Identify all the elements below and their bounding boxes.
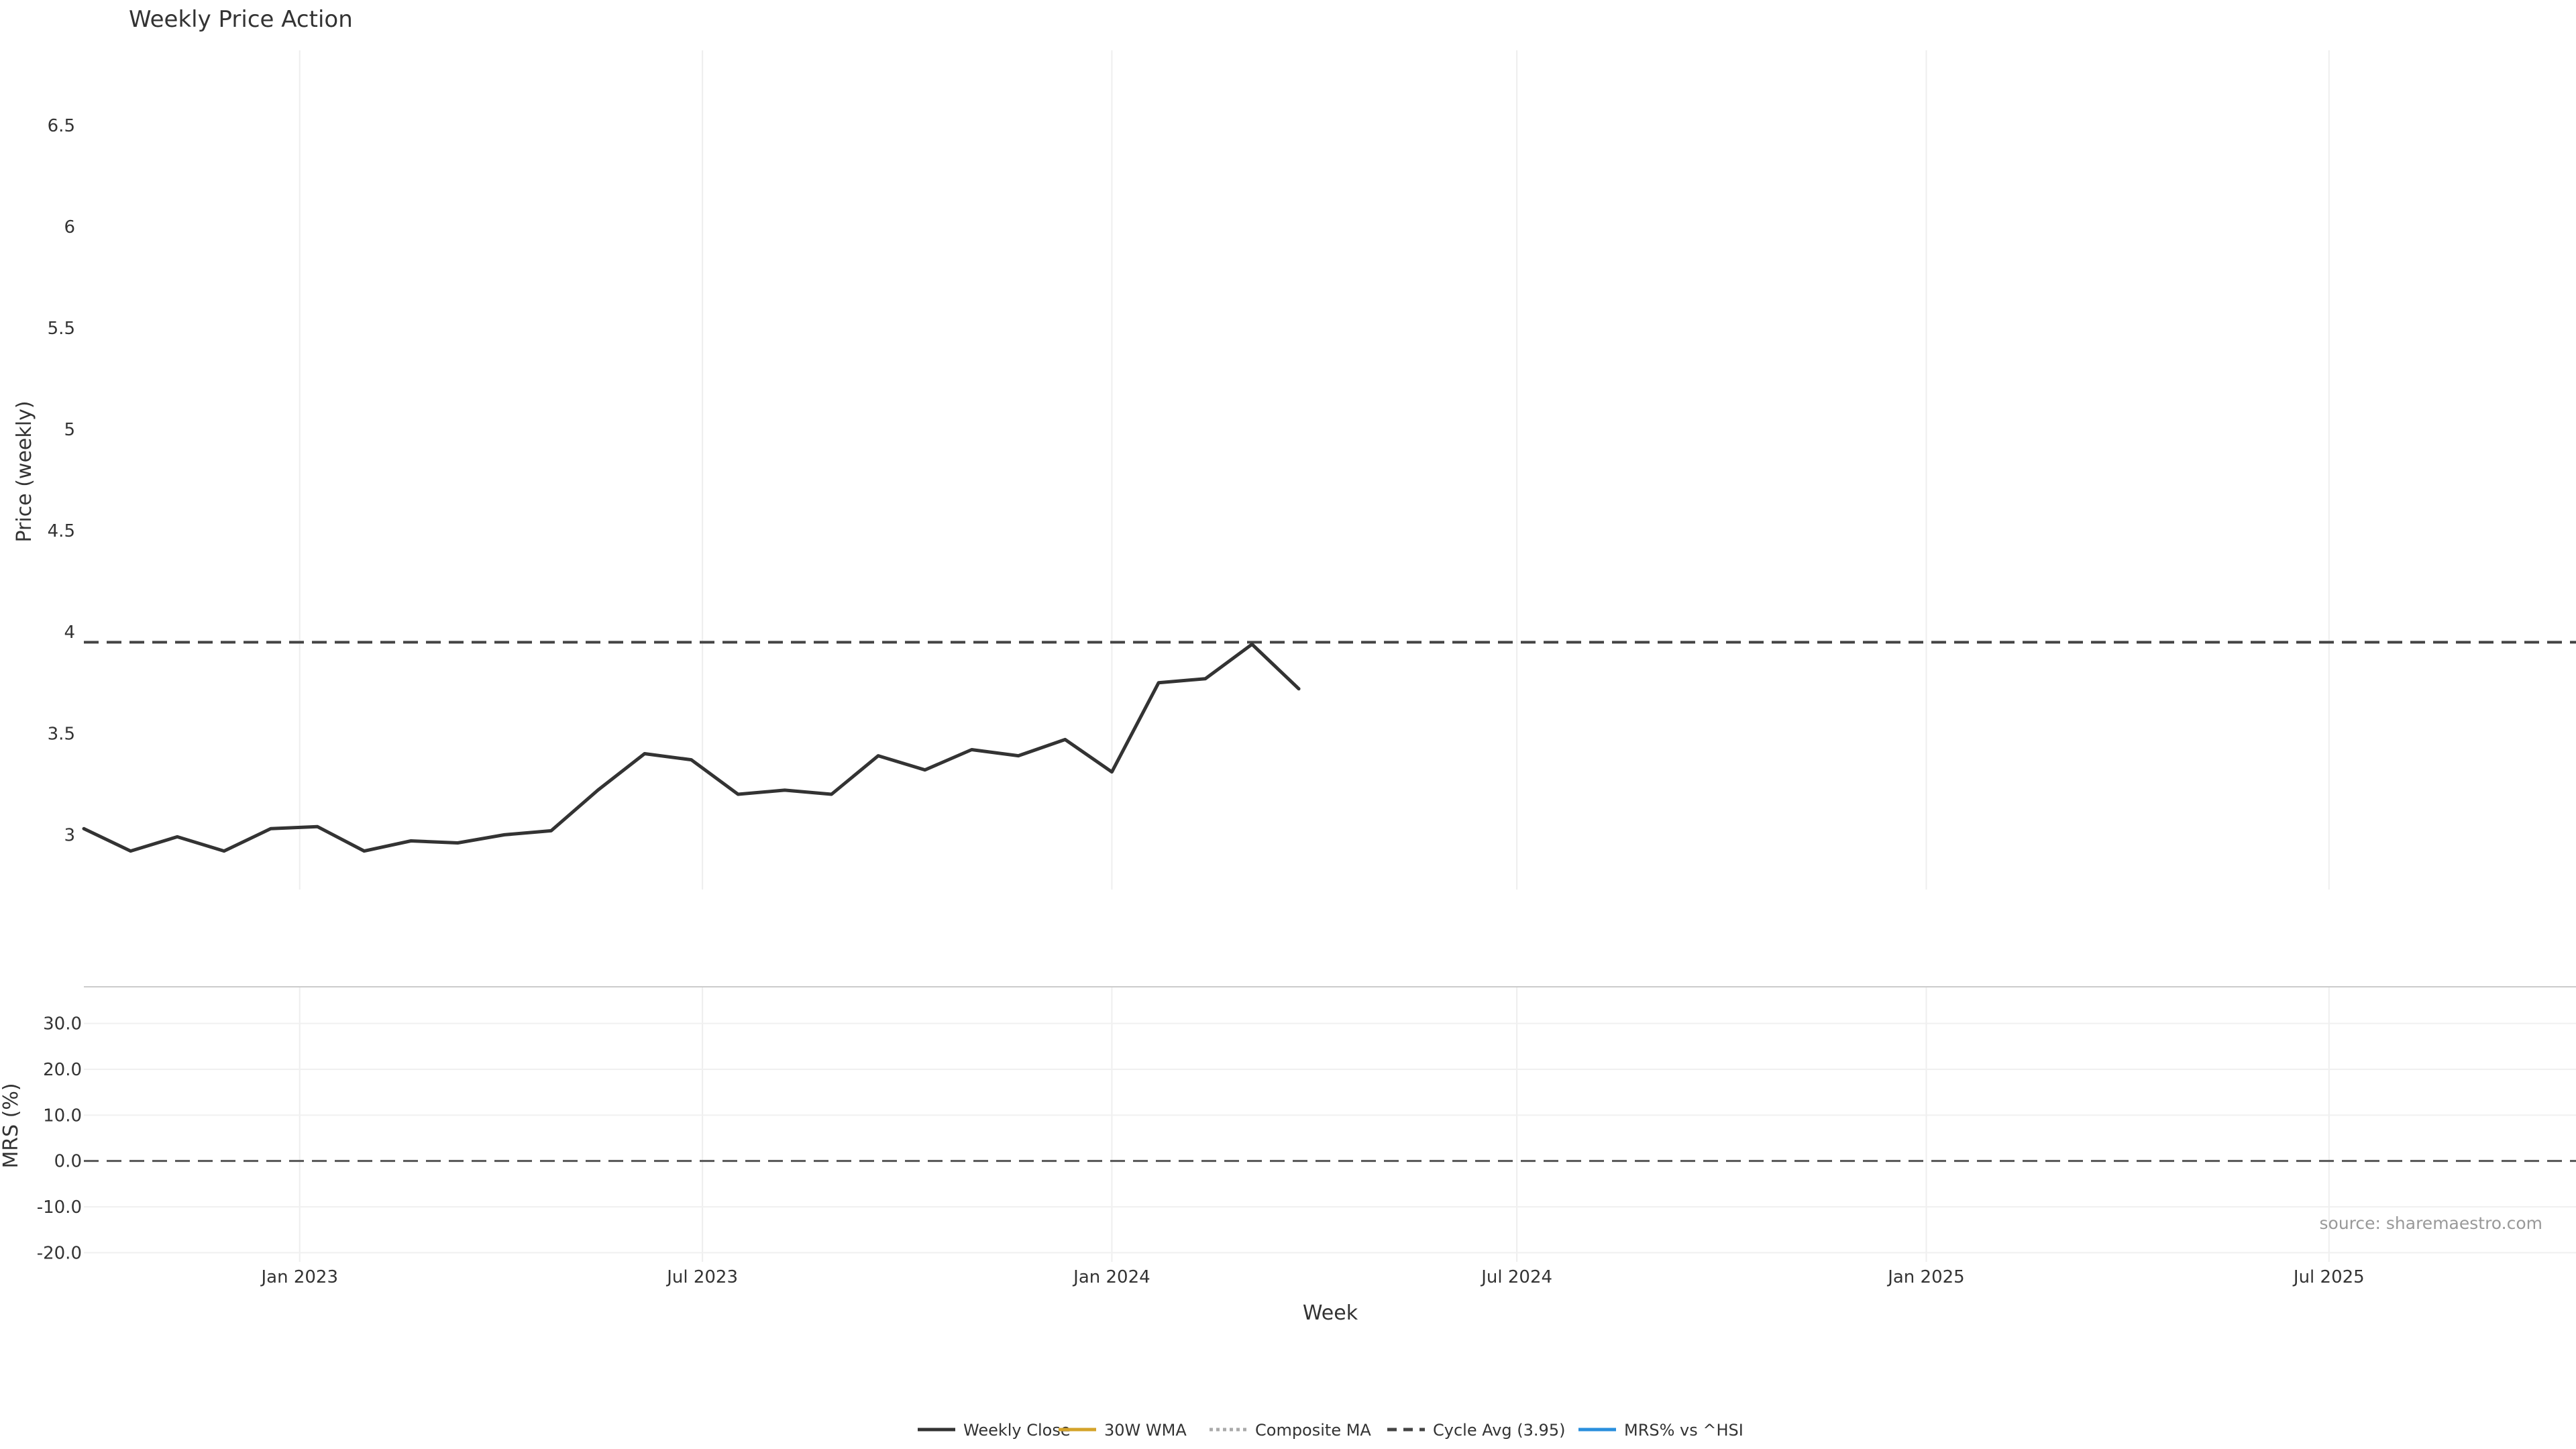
mrs-y-tick-label: 20.0 — [43, 1060, 82, 1080]
x-tick-label: Jan 2025 — [1886, 1267, 1965, 1287]
x-tick-label: Jul 2025 — [2292, 1267, 2365, 1287]
legend-item: Cycle Avg (3.95) — [1387, 1421, 1565, 1440]
x-tick-label: Jan 2023 — [260, 1267, 338, 1287]
price-y-ticks: 3 3.5 4 4.5 5 5.5 6 6.5 — [48, 116, 75, 846]
mrs-y-ticks: -20.0 -10.0 0.0 10.0 20.0 30.0 — [37, 1014, 82, 1264]
price-y-tick-label: 4 — [64, 623, 75, 643]
legend-label: Composite MA — [1255, 1421, 1371, 1440]
x-axis-title: Week — [1303, 1301, 1358, 1325]
mrs-y-tick-label: -20.0 — [37, 1243, 82, 1263]
legend-item: Weekly Close — [918, 1421, 1071, 1440]
legend-item: Composite MA — [1210, 1421, 1371, 1440]
source-note: source: sharemaestro.com — [2320, 1214, 2543, 1233]
price-y-tick-label: 6.5 — [48, 116, 75, 136]
legend-item: 30W WMA — [1059, 1421, 1187, 1440]
legend-label: 30W WMA — [1104, 1421, 1187, 1440]
x-tick-label: Jul 2024 — [1480, 1267, 1552, 1287]
mrs-y-tick-label: -10.0 — [37, 1197, 82, 1218]
price-y-tick-label: 3.5 — [48, 724, 75, 744]
price-series-layer — [82, 641, 2576, 853]
chart-title: Weekly Price Action — [129, 6, 353, 33]
price-y-axis-title: Price (weekly) — [13, 400, 36, 542]
price-y-tick-label: 6 — [64, 217, 75, 237]
price-y-tick-label: 5 — [64, 420, 75, 440]
x-ticks: Jan 2023 Jul 2023 Jan 2024 Jul 2024 Jan 2025… — [260, 1267, 2364, 1287]
mrs-grid — [84, 987, 2576, 1262]
x-tick-label: Jan 2024 — [1072, 1267, 1150, 1287]
mrs-y-tick-label: 10.0 — [43, 1106, 82, 1126]
price-y-tick-label: 5.5 — [48, 319, 75, 339]
mrs-y-tick-label: 30.0 — [43, 1014, 82, 1034]
legend-item: MRS% vs ^HSI — [1578, 1421, 1743, 1440]
mrs-y-tick-label: 0.0 — [54, 1152, 82, 1172]
legend-label: Cycle Avg (3.95) — [1433, 1421, 1565, 1440]
series-weekly-close — [82, 642, 1301, 853]
price-y-tick-label: 3 — [64, 825, 75, 845]
legend-label: Weekly Close — [963, 1421, 1071, 1440]
price-grid — [299, 50, 2330, 890]
mrs-y-axis-title: MRS (%) — [0, 1083, 23, 1168]
legend: Weekly Close 30W WMA Composite MA Cycle Avg… — [918, 1421, 1743, 1440]
price-y-tick-label: 4.5 — [48, 521, 75, 541]
legend-label: MRS% vs ^HSI — [1624, 1421, 1743, 1440]
x-tick-label: Jul 2023 — [665, 1267, 738, 1287]
